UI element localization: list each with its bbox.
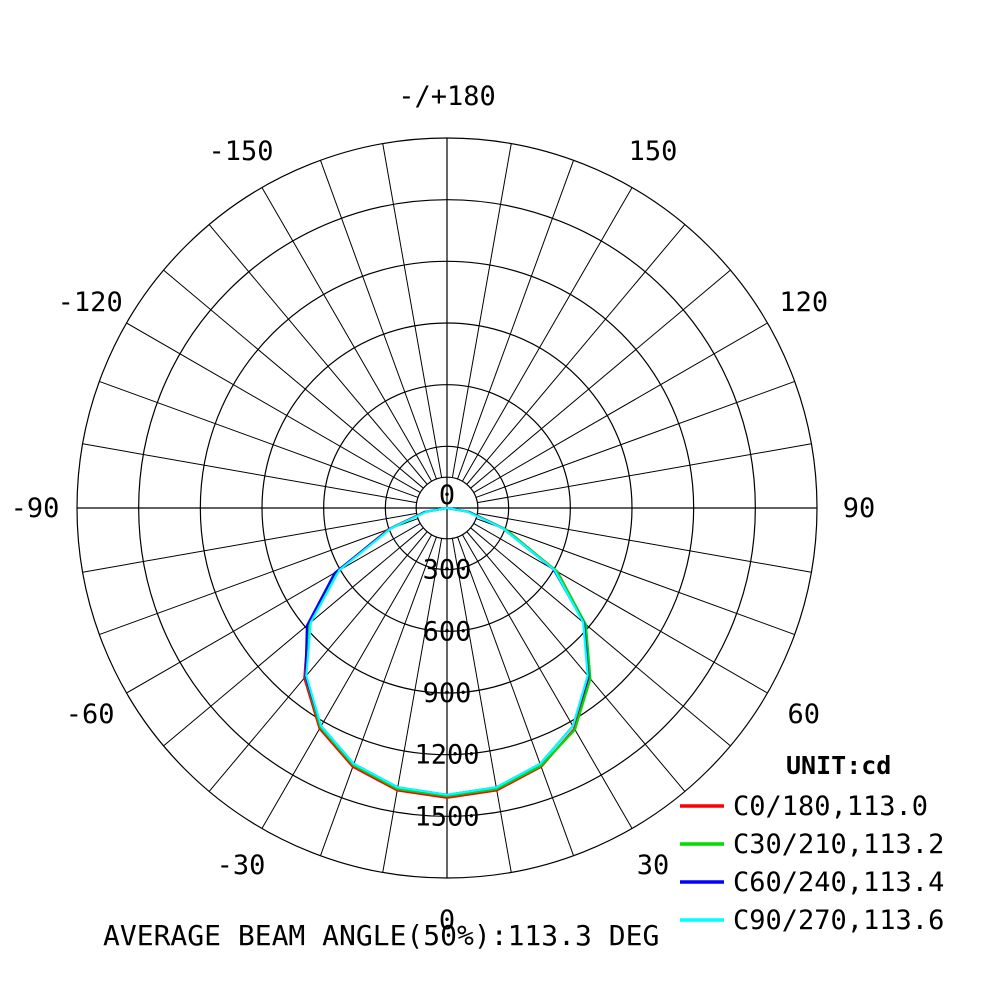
grid-spoke bbox=[99, 518, 419, 636]
intensity-curves bbox=[303, 506, 592, 799]
angle-label: 90 bbox=[843, 493, 876, 524]
angle-label: 30 bbox=[637, 850, 670, 881]
radial-labels: 300 600 900 1200 1500 bbox=[414, 555, 479, 833]
grid-spoke bbox=[477, 512, 812, 573]
grid-spoke bbox=[261, 187, 433, 482]
angle-label: -150 bbox=[208, 136, 273, 167]
grid-spoke bbox=[163, 527, 424, 747]
grid-spoke bbox=[82, 443, 417, 504]
grid-spoke bbox=[461, 534, 633, 829]
grid-spoke bbox=[261, 534, 433, 829]
grid-spoke bbox=[473, 522, 768, 694]
legend-entry: C30/210,113.2 bbox=[733, 829, 944, 860]
radial-tick-label: 1500 bbox=[414, 801, 479, 832]
grid-spoke bbox=[319, 536, 437, 856]
grid-spoke bbox=[163, 269, 424, 489]
angle-label: 120 bbox=[779, 287, 828, 318]
grid-spoke bbox=[466, 531, 686, 792]
angle-label: -/+180 bbox=[398, 81, 496, 112]
radial-tick-label: 600 bbox=[423, 616, 472, 647]
grid-spoke bbox=[457, 536, 575, 856]
legend-entry: C90/270,113.6 bbox=[733, 905, 944, 936]
grid-spoke bbox=[461, 187, 633, 482]
grid-spoke bbox=[477, 443, 812, 504]
angle-label: 60 bbox=[788, 699, 821, 730]
angle-label: 150 bbox=[629, 136, 678, 167]
radial-tick-label: 1200 bbox=[414, 740, 479, 771]
grid-spoke bbox=[208, 531, 428, 792]
beam-angle-footer: AVERAGE BEAM ANGLE(50%):113.3 DEG bbox=[103, 919, 659, 952]
angle-labels: -/+180-150 150-120 120-90 90-60 60-30 300 bbox=[11, 81, 876, 936]
legend: C0/180,113.0 C30/210,113.2 C60/240,113.4 C9… bbox=[680, 791, 944, 936]
angle-label: -30 bbox=[217, 850, 266, 881]
unit-label: UNIT:cd bbox=[786, 751, 891, 780]
grid-spoke bbox=[319, 160, 437, 480]
grid-spoke bbox=[82, 512, 417, 573]
radial-tick-label: 900 bbox=[423, 678, 472, 709]
angle-label: -60 bbox=[66, 699, 115, 730]
legend-entry: C60/240,113.4 bbox=[733, 867, 944, 898]
angle-label: -120 bbox=[58, 287, 123, 318]
angle-label: 0 bbox=[439, 905, 455, 936]
grid-spoke bbox=[470, 527, 731, 747]
grid-spoke bbox=[382, 538, 443, 873]
center-label: 0 bbox=[439, 480, 455, 511]
grid-spoke bbox=[208, 224, 428, 485]
radial-tick-label: 300 bbox=[423, 555, 472, 586]
grid-spoke bbox=[475, 518, 795, 636]
grid-spoke bbox=[466, 224, 686, 485]
grid-spoke bbox=[473, 322, 768, 494]
grid-spoke bbox=[99, 380, 419, 498]
grid-spoke bbox=[451, 143, 512, 478]
grid-spoke bbox=[451, 538, 512, 873]
grid-spoke bbox=[126, 322, 421, 494]
series-curve bbox=[305, 506, 589, 796]
angle-label: -90 bbox=[11, 493, 60, 524]
grid-spoke bbox=[126, 522, 421, 694]
grid-spoke bbox=[382, 143, 443, 478]
grid-spoke bbox=[470, 269, 731, 489]
legend-entry: C0/180,113.0 bbox=[733, 791, 928, 822]
grid-spoke bbox=[475, 380, 795, 498]
grid-spoke bbox=[457, 160, 575, 480]
